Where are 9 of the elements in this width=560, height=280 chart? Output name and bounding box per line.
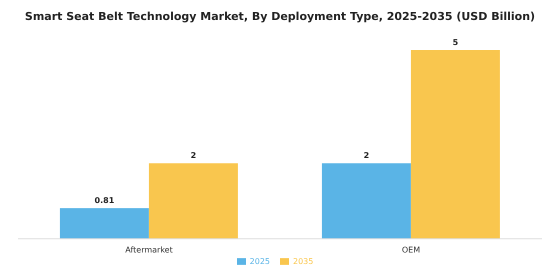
- data-label: 0.81: [94, 196, 115, 206]
- legend-label: 2035: [293, 256, 314, 266]
- x-tick-label: Aftermarket: [125, 245, 173, 254]
- data-label: 5: [452, 38, 459, 47]
- legend-label: 2025: [250, 256, 270, 266]
- x-tick-label: OEM: [402, 245, 420, 254]
- chart-title: Smart Seat Belt Technology Market, By Deployment Type, 2025-2035 (USD Billion): [24, 9, 536, 25]
- data-label: 2: [364, 151, 370, 160]
- data-label: 2: [190, 151, 196, 160]
